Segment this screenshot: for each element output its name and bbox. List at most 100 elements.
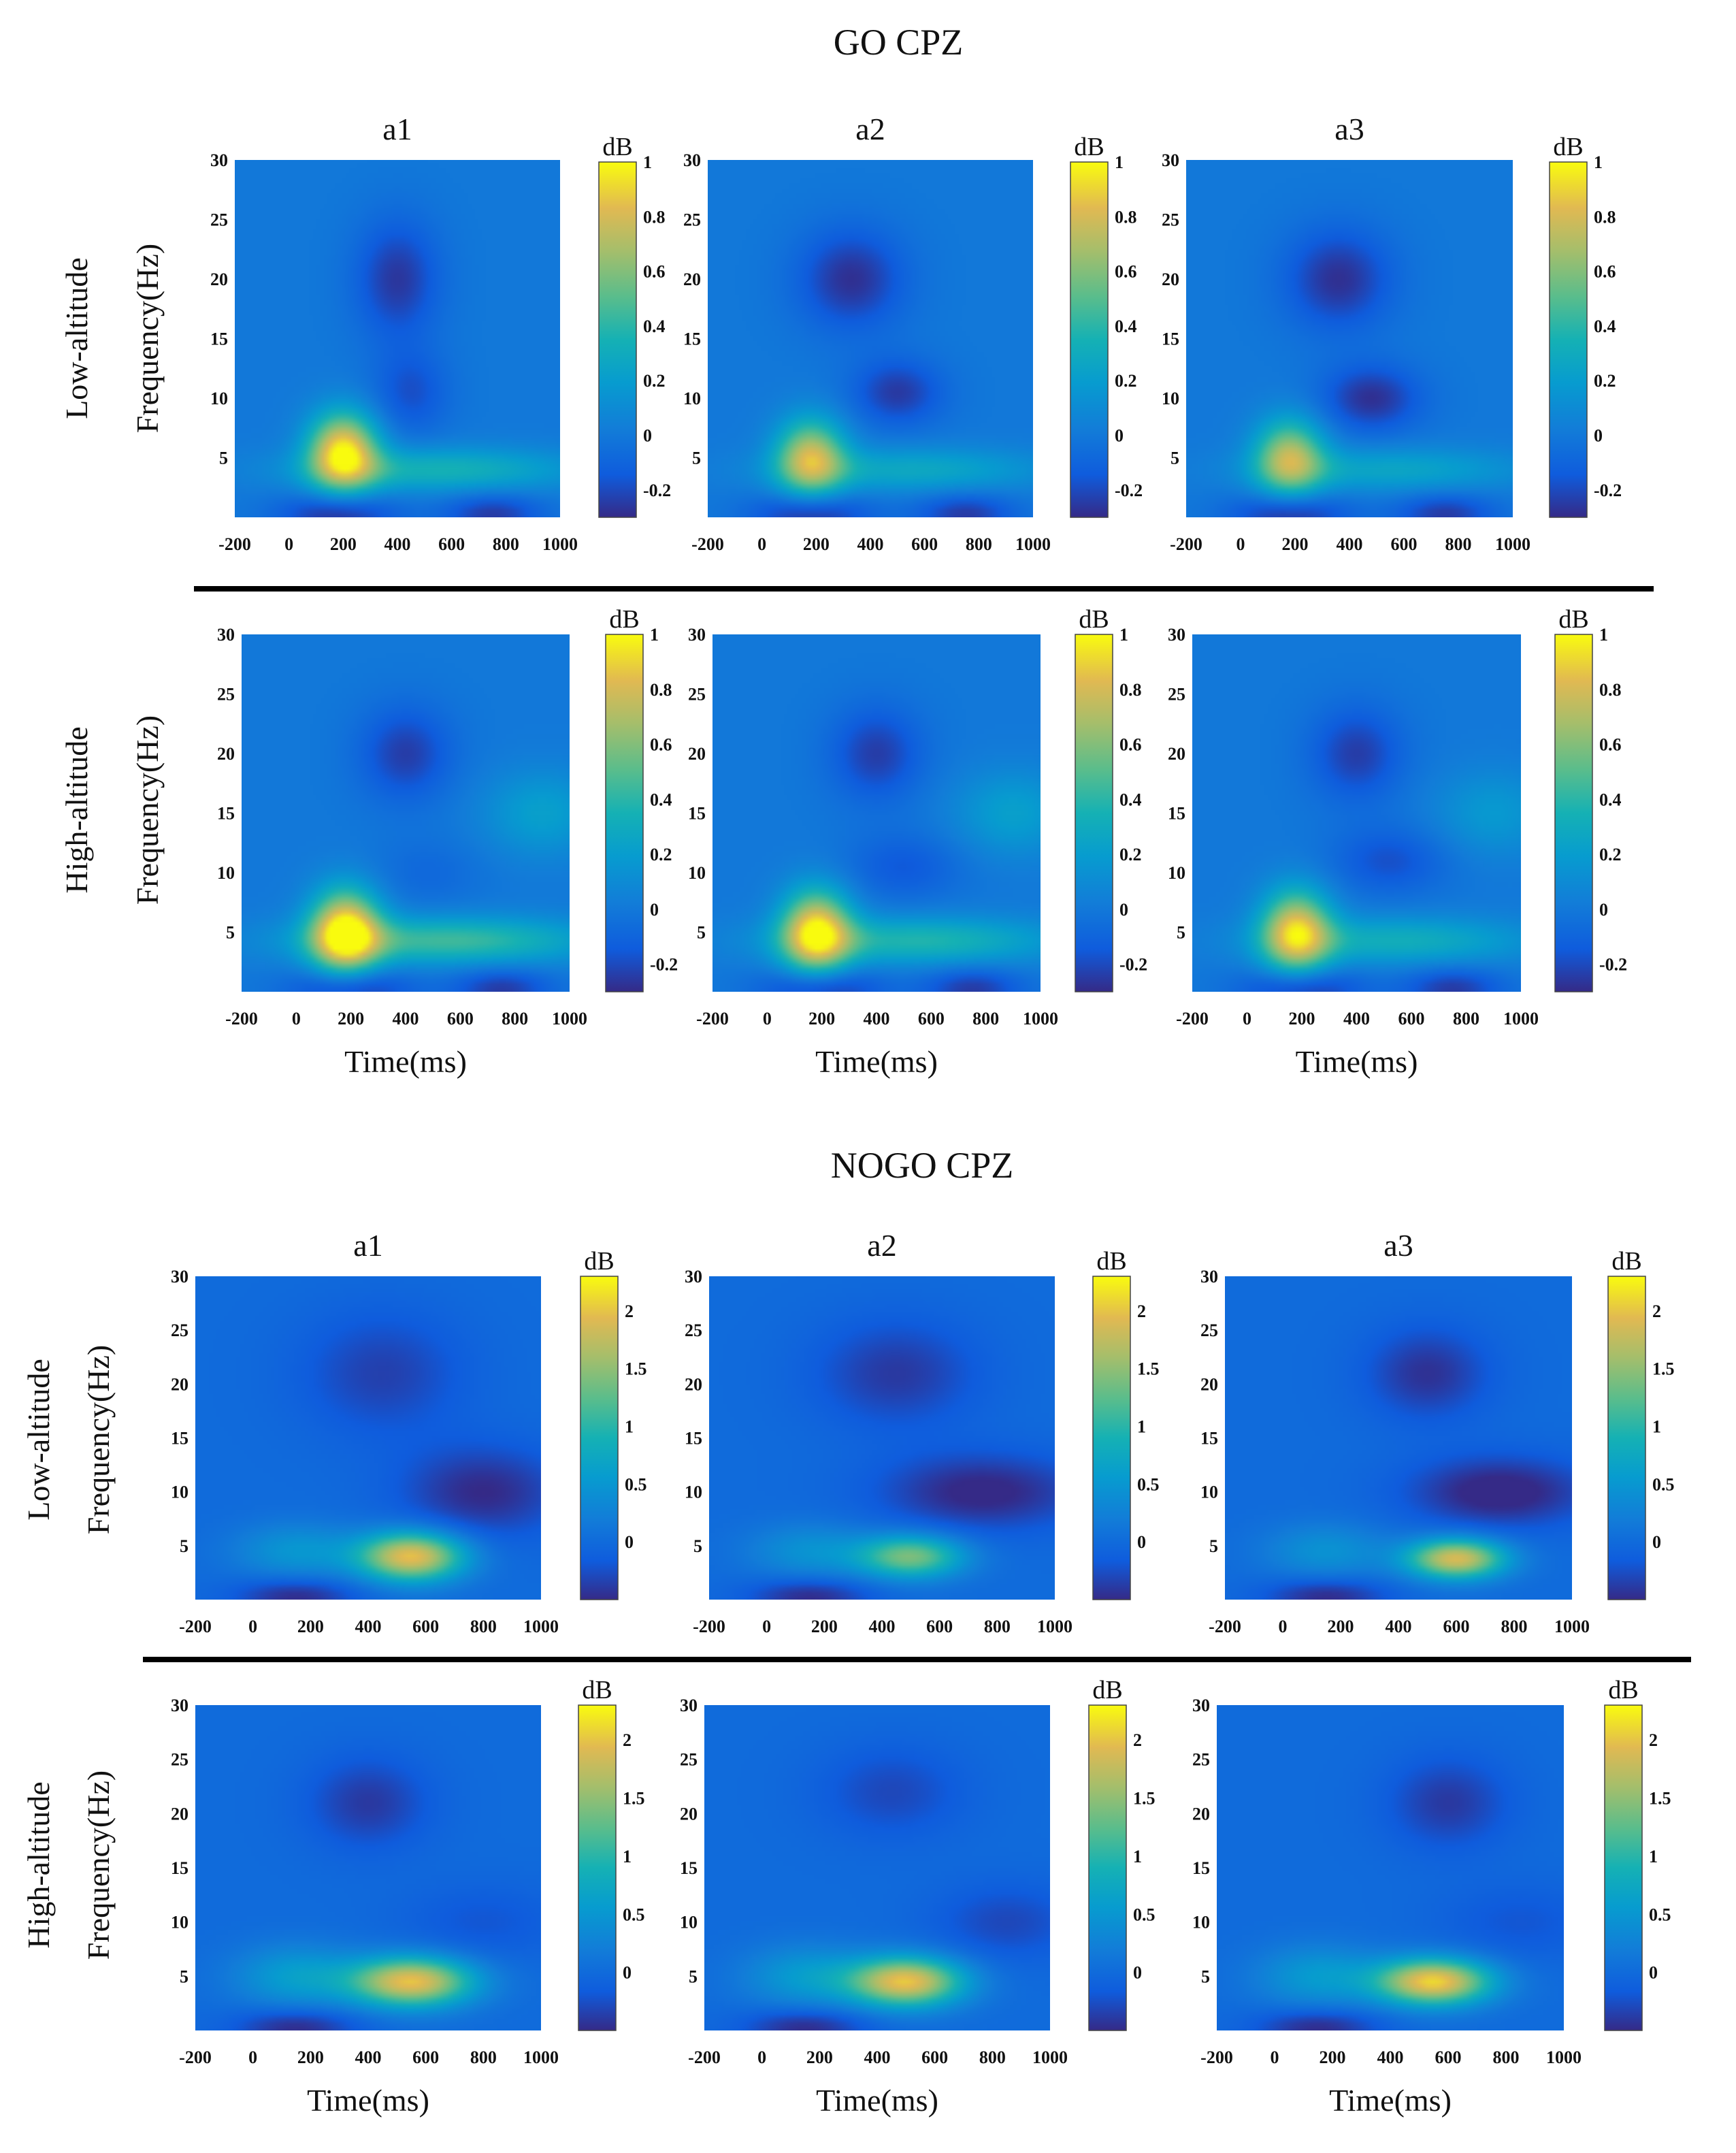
x-tick-label: -200 — [691, 534, 724, 554]
y-tick-label: 20 — [688, 744, 706, 764]
heatmap-image — [242, 634, 570, 992]
heatmap-image — [235, 160, 560, 517]
x-tick-label: 800 — [966, 534, 992, 554]
colorbar-tick-label: 1 — [1119, 625, 1128, 645]
x-tick-label: 400 — [857, 534, 884, 554]
colorbar-tick-label: 1 — [625, 1417, 634, 1437]
colorbar-unit: dB — [1092, 1676, 1122, 1704]
y-tick-label: 30 — [688, 625, 706, 645]
y-tick-label: 5 — [180, 1536, 189, 1556]
x-tick-label: 800 — [1445, 534, 1472, 554]
x-tick-label: 0 — [757, 534, 766, 554]
y-tick-label: 10 — [1200, 1483, 1218, 1502]
colorbar-unit: dB — [602, 133, 632, 161]
x-axis-label: Time(ms) — [307, 2083, 429, 2118]
y-tick-label: 15 — [210, 329, 228, 349]
y-tick-label: 20 — [1162, 270, 1179, 289]
x-tick-label: 0 — [284, 534, 293, 554]
x-tick-label: -200 — [225, 1009, 258, 1029]
x-tick-label: 200 — [1282, 534, 1309, 554]
colorbar-tick-label: 2 — [625, 1301, 634, 1321]
x-tick-label: 400 — [384, 534, 411, 554]
x-tick-label: 0 — [248, 2047, 257, 2067]
x-tick-label: 600 — [412, 2047, 439, 2067]
colorbar-tick-label: 1.5 — [1137, 1359, 1160, 1379]
y-tick-label: 15 — [217, 804, 235, 824]
y-tick-label: 5 — [226, 923, 235, 943]
colorbar — [598, 161, 637, 518]
x-tick-label: 600 — [1443, 1617, 1470, 1636]
colorbar — [1070, 161, 1109, 518]
colorbar-tick-label: 0.6 — [650, 735, 672, 755]
x-tick-label: 800 — [470, 1617, 497, 1636]
x-tick-label: 1000 — [1023, 1009, 1058, 1029]
y-tick-label: 10 — [1168, 863, 1185, 883]
colorbar-tick-label: 0.8 — [1115, 207, 1137, 227]
colorbar-tick-label: 0 — [623, 1963, 632, 1983]
colorbar-unit: dB — [609, 605, 639, 634]
y-tick-label: 15 — [1192, 1858, 1210, 1878]
y-tick-label: 5 — [1209, 1536, 1218, 1556]
colorbar-tick-label: 1.5 — [625, 1359, 647, 1379]
colorbar-tick-label: 1 — [1649, 1847, 1658, 1866]
colorbar-tick-label: 0.5 — [1133, 1905, 1156, 1924]
colorbar-tick-label: 0.4 — [1594, 317, 1616, 336]
x-tick-label: 400 — [1386, 1617, 1412, 1636]
y-tick-label: 30 — [1200, 1267, 1218, 1286]
y-tick-label: 20 — [217, 744, 235, 764]
colorbar-unit: dB — [1608, 1676, 1638, 1704]
y-tick-label: 25 — [680, 1750, 698, 1770]
y-tick-label: 5 — [693, 1536, 702, 1556]
colorbar-tick-label: -0.2 — [1594, 481, 1622, 500]
x-tick-label: 200 — [330, 534, 357, 554]
x-tick-label: 600 — [926, 1617, 953, 1636]
x-tick-label: 400 — [1337, 534, 1363, 554]
y-tick-label: 30 — [1162, 150, 1179, 170]
heatmap-row-2: High-altitude Frequency(Hz)30252015105-20… — [59, 605, 1627, 1079]
x-tick-label: 0 — [762, 1617, 771, 1636]
x-tick-label: 600 — [911, 534, 938, 554]
colorbar-tick-label: 0.5 — [625, 1474, 647, 1494]
y-tick-label: 15 — [685, 1429, 702, 1448]
colorbar-tick-label: 0.2 — [1599, 845, 1622, 864]
heatmap-image — [713, 634, 1041, 992]
colorbar-tick-label: 0.4 — [1599, 790, 1622, 809]
y-axis-label: Frequency(Hz) — [81, 1345, 116, 1534]
colorbar-tick-label: 2 — [1137, 1301, 1146, 1321]
y-tick-label: 15 — [683, 329, 701, 349]
x-tick-label: 1000 — [1546, 2047, 1582, 2067]
colorbar-tick-label: 1 — [1137, 1417, 1146, 1437]
colorbar-tick-label: 0 — [1599, 900, 1608, 920]
colorbar-tick-label: 0.5 — [623, 1905, 645, 1924]
y-tick-label: 10 — [210, 389, 228, 408]
panel-title: a1 — [382, 112, 412, 146]
x-tick-label: -200 — [688, 2047, 721, 2067]
x-tick-label: 1000 — [1495, 534, 1530, 554]
y-tick-label: 20 — [171, 1804, 189, 1824]
y-tick-label: 30 — [210, 150, 228, 170]
x-tick-label: 800 — [972, 1009, 999, 1029]
colorbar-tick-label: 0.2 — [1115, 371, 1137, 391]
y-tick-label: 15 — [171, 1429, 189, 1448]
colorbar-tick-label: 1.5 — [1649, 1789, 1671, 1809]
x-tick-label: 800 — [1453, 1009, 1479, 1029]
heatmap-image — [1192, 634, 1521, 992]
x-tick-label: 400 — [1343, 1009, 1370, 1029]
x-tick-label: 200 — [1328, 1617, 1354, 1636]
y-tick-label: 10 — [171, 1913, 189, 1932]
colorbar-unit: dB — [1079, 605, 1109, 634]
colorbar-tick-label: 0 — [1133, 1963, 1142, 1983]
heatmap-row-4: High-altitude Frequency(Hz)30252015105-20… — [21, 1676, 1671, 2118]
colorbar-tick-label: 0.6 — [1119, 735, 1142, 755]
colorbar — [1088, 1704, 1127, 2031]
colorbar — [1607, 1276, 1646, 1600]
x-tick-label: 600 — [1435, 2047, 1462, 2067]
colorbar-tick-label: 0.4 — [650, 790, 672, 809]
y-tick-label: 10 — [680, 1913, 698, 1932]
colorbar-tick-label: 1 — [650, 625, 659, 645]
x-tick-label: 200 — [297, 1617, 324, 1636]
x-tick-label: 0 — [248, 1617, 257, 1636]
